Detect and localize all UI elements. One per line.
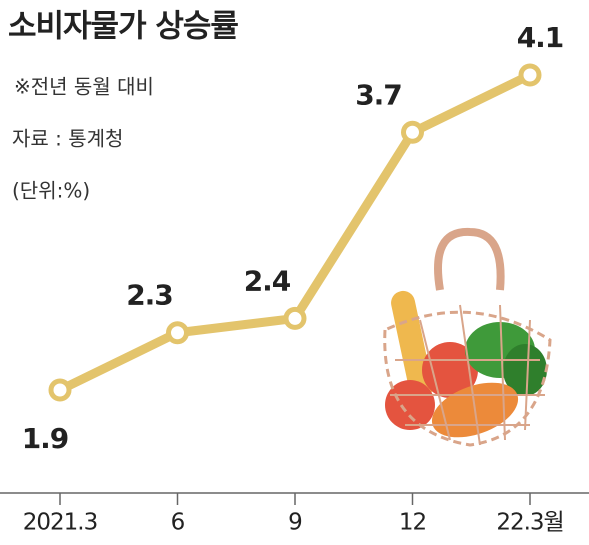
value-label: 1.9 [22, 422, 69, 455]
source: 자료 : 통계청 [12, 127, 123, 151]
x-tick-label: 6 [171, 510, 185, 536]
shopping-bag-illustration [383, 227, 552, 447]
value-label: 3.7 [355, 78, 402, 111]
x-tick-label: 2021.3 [23, 510, 97, 536]
point [48, 378, 72, 402]
value-label: 4.1 [517, 21, 564, 54]
unit: (단위:%) [12, 179, 90, 203]
x-tick-label: 22.3월 [496, 510, 563, 536]
point [166, 321, 189, 345]
subtitle: ※전년 동월 대비 [14, 75, 154, 99]
x-tick-label: 9 [288, 510, 302, 536]
value-label: 2.4 [244, 264, 291, 297]
value-label: 2.3 [126, 279, 173, 312]
chart-title: 소비자물가 상승률 [8, 9, 238, 45]
point [401, 120, 424, 144]
x-tick-label: 12 [399, 510, 426, 536]
point [518, 63, 542, 87]
point [283, 306, 307, 330]
